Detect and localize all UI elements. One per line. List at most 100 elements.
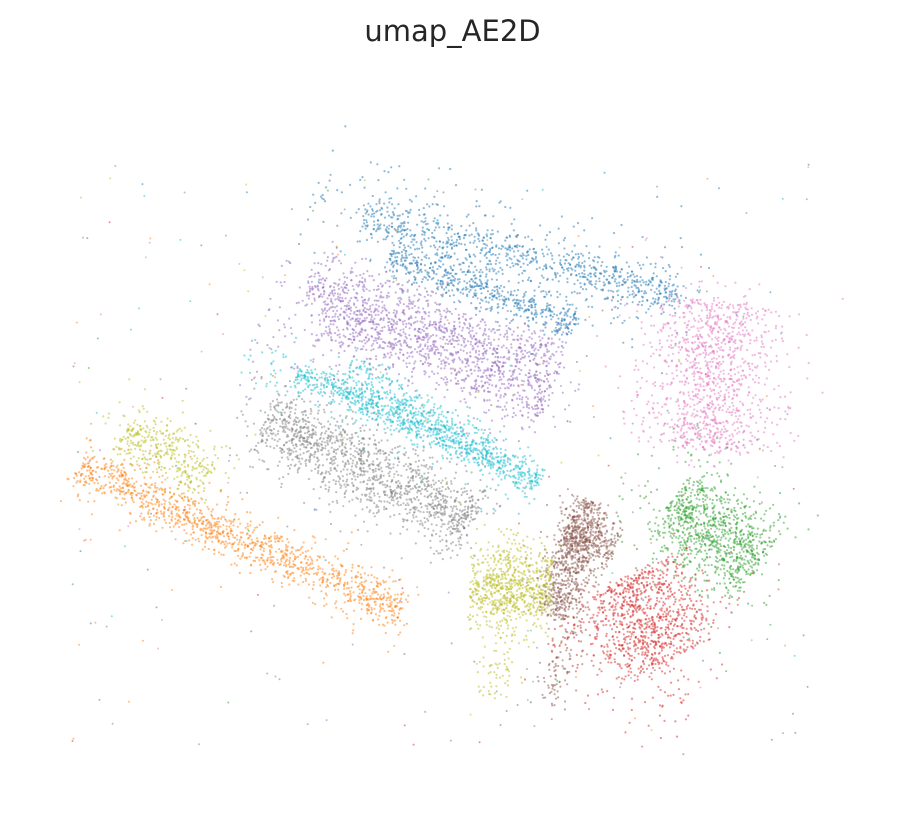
- data-point: [161, 526, 164, 529]
- data-point: [360, 608, 363, 611]
- data-point: [362, 215, 365, 218]
- data-point: [696, 629, 700, 633]
- data-point: [528, 426, 531, 429]
- data-point: [366, 225, 369, 228]
- data-point: [599, 599, 603, 602]
- data-point: [656, 302, 659, 305]
- data-point: [498, 292, 501, 295]
- data-point: [649, 642, 652, 646]
- data-point: [626, 581, 629, 584]
- data-point: [605, 265, 608, 268]
- data-point: [468, 280, 471, 283]
- data-point: [362, 204, 365, 207]
- data-point: [359, 573, 362, 576]
- data-point: [499, 284, 503, 287]
- data-point: [460, 225, 463, 228]
- data-point: [656, 597, 659, 600]
- data-point: [583, 264, 586, 267]
- data-point: [349, 595, 352, 598]
- data-point: [381, 207, 384, 210]
- data-point: [712, 275, 715, 277]
- data-point: [623, 598, 626, 602]
- data-point: [167, 508, 170, 511]
- data-point: [290, 565, 293, 568]
- data-point: [729, 581, 732, 585]
- data-point: [624, 675, 627, 678]
- data-point: [131, 484, 134, 487]
- data-point: [412, 256, 415, 259]
- data-point: [143, 476, 146, 479]
- data-point: [537, 285, 541, 288]
- data-point: [277, 516, 280, 519]
- data-point: [489, 309, 492, 312]
- data-point: [682, 482, 685, 485]
- data-point: [684, 718, 688, 721]
- data-point: [705, 503, 708, 506]
- data-point: [498, 253, 501, 256]
- data-point: [370, 236, 373, 239]
- data-point: [427, 237, 430, 240]
- data-point: [698, 510, 701, 513]
- data-point: [475, 227, 478, 230]
- data-point: [614, 630, 617, 634]
- data-point: [115, 477, 118, 480]
- data-point: [675, 294, 678, 297]
- data-point: [238, 541, 241, 544]
- data-point: [458, 238, 461, 241]
- data-point: [558, 312, 562, 315]
- data-point: [309, 567, 312, 570]
- data-point: [355, 574, 358, 577]
- data-point: [249, 524, 252, 527]
- data-point: [605, 614, 608, 617]
- data-point: [398, 239, 401, 242]
- data-point: [691, 508, 694, 511]
- data-point: [294, 379, 297, 381]
- data-point: [588, 634, 592, 637]
- data-point: [634, 650, 637, 653]
- data-point: [188, 504, 191, 507]
- data-point: [760, 542, 763, 545]
- data-point: [577, 265, 580, 268]
- data-point: [601, 261, 604, 264]
- data-point: [675, 565, 678, 568]
- data-point: [102, 487, 105, 490]
- data-point: [719, 554, 722, 557]
- data-point: [634, 604, 637, 607]
- data-point: [683, 649, 686, 652]
- data-point: [243, 546, 246, 550]
- data-point: [642, 671, 646, 674]
- data-point: [577, 235, 580, 238]
- data-point: [435, 240, 438, 243]
- data-point: [653, 657, 656, 660]
- data-point: [116, 470, 119, 473]
- data-point: [724, 530, 727, 533]
- data-point: [703, 525, 706, 528]
- data-point: [382, 607, 385, 610]
- data-point: [469, 288, 472, 292]
- data-point: [745, 525, 748, 528]
- data-point: [596, 261, 599, 264]
- data-point: [245, 557, 248, 560]
- data-point: [734, 516, 737, 519]
- data-point: [163, 502, 166, 505]
- data-point: [722, 567, 726, 570]
- data-point: [404, 249, 407, 252]
- data-point: [732, 518, 735, 521]
- data-point: [490, 241, 493, 244]
- data-point: [681, 548, 684, 551]
- data-point: [359, 178, 362, 181]
- data-point: [262, 543, 265, 546]
- data-point: [222, 541, 225, 544]
- data-point: [535, 267, 538, 271]
- data-point: [413, 281, 416, 284]
- data-point: [628, 721, 631, 725]
- data-point: [449, 167, 452, 171]
- data-point: [432, 244, 436, 247]
- data-point: [678, 633, 682, 636]
- data-point: [733, 540, 736, 543]
- data-point: [631, 614, 634, 617]
- data-point: [503, 286, 506, 289]
- data-point: [400, 224, 403, 227]
- data-point: [473, 281, 477, 284]
- data-point: [240, 536, 243, 539]
